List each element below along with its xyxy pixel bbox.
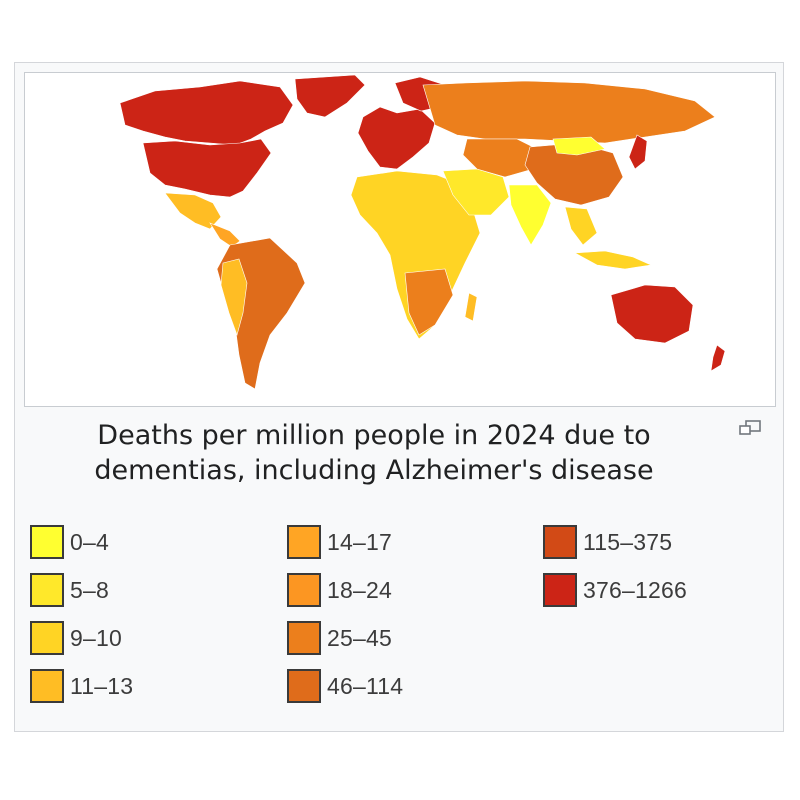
legend-item: 14–17: [287, 518, 403, 566]
world-map[interactable]: [24, 72, 776, 407]
legend-item: 11–13: [30, 662, 133, 710]
legend-item: 5–8: [30, 566, 133, 614]
world-map-svg: [119, 74, 726, 390]
legend-swatch: [287, 621, 321, 655]
legend-swatch: [287, 525, 321, 559]
legend-label: 18–24: [327, 576, 392, 603]
legend-label: 115–375: [583, 528, 673, 555]
legend-column: 115–375 376–1266: [543, 518, 687, 614]
legend-label: 5–8: [70, 576, 109, 603]
region-madagascar: [464, 292, 478, 322]
legend-swatch: [543, 573, 577, 607]
region-central-america: [209, 222, 241, 248]
region-india: [508, 184, 552, 246]
legend-label: 25–45: [327, 624, 392, 651]
region-mexico: [164, 192, 222, 230]
region-indonesia: [573, 250, 653, 270]
legend-item: 18–24: [287, 566, 403, 614]
legend-label: 14–17: [327, 528, 392, 555]
caption-line-1: Deaths per million people in 2024 due to: [97, 420, 651, 451]
region-japan: [628, 134, 648, 170]
region-europe: [357, 106, 436, 170]
enlarge-icon[interactable]: [737, 419, 763, 437]
region-australia: [610, 284, 694, 344]
region-mongolia: [552, 136, 606, 156]
legend-label: 46–114: [327, 672, 404, 699]
legend-label: 11–13: [70, 672, 134, 699]
legend-item: 9–10: [30, 614, 133, 662]
legend-swatch: [287, 573, 321, 607]
legend-column: 0–4 5–8 9–10 11–13: [30, 518, 133, 710]
region-central-asia: [462, 138, 542, 178]
legend-swatch: [543, 525, 577, 559]
legend-item: 25–45: [287, 614, 403, 662]
legend-label: 9–10: [70, 624, 122, 651]
legend-swatch: [30, 669, 64, 703]
legend-swatch: [30, 525, 64, 559]
legend-item: 0–4: [30, 518, 133, 566]
legend-swatch: [30, 573, 64, 607]
region-new-zealand: [710, 344, 726, 372]
region-greenland: [294, 74, 366, 118]
region-south-america-west: [220, 258, 248, 336]
region-russia: [422, 80, 716, 144]
legend-item: 46–114: [287, 662, 403, 710]
legend-label: 376–1266: [583, 576, 687, 603]
legend-swatch: [30, 621, 64, 655]
region-central-africa: [404, 268, 454, 336]
legend-label: 0–4: [70, 528, 109, 555]
region-southeast-asia: [564, 206, 598, 246]
region-united-states: [142, 138, 272, 198]
legend-item: 115–375: [543, 518, 687, 566]
legend-swatch: [287, 669, 321, 703]
legend-column: 14–17 18–24 25–45 46–114: [287, 518, 403, 710]
legend: 0–4 5–8 9–10 11–13 14–17 18–24 25–45 46–114 115–…: [30, 518, 770, 718]
caption-line-2: dementias, including Alzheimer's disease: [94, 455, 654, 486]
legend-item: 376–1266: [543, 566, 687, 614]
region-canada-alaska: [119, 80, 294, 146]
caption: Deaths per million people in 2024 due to…: [24, 418, 724, 488]
